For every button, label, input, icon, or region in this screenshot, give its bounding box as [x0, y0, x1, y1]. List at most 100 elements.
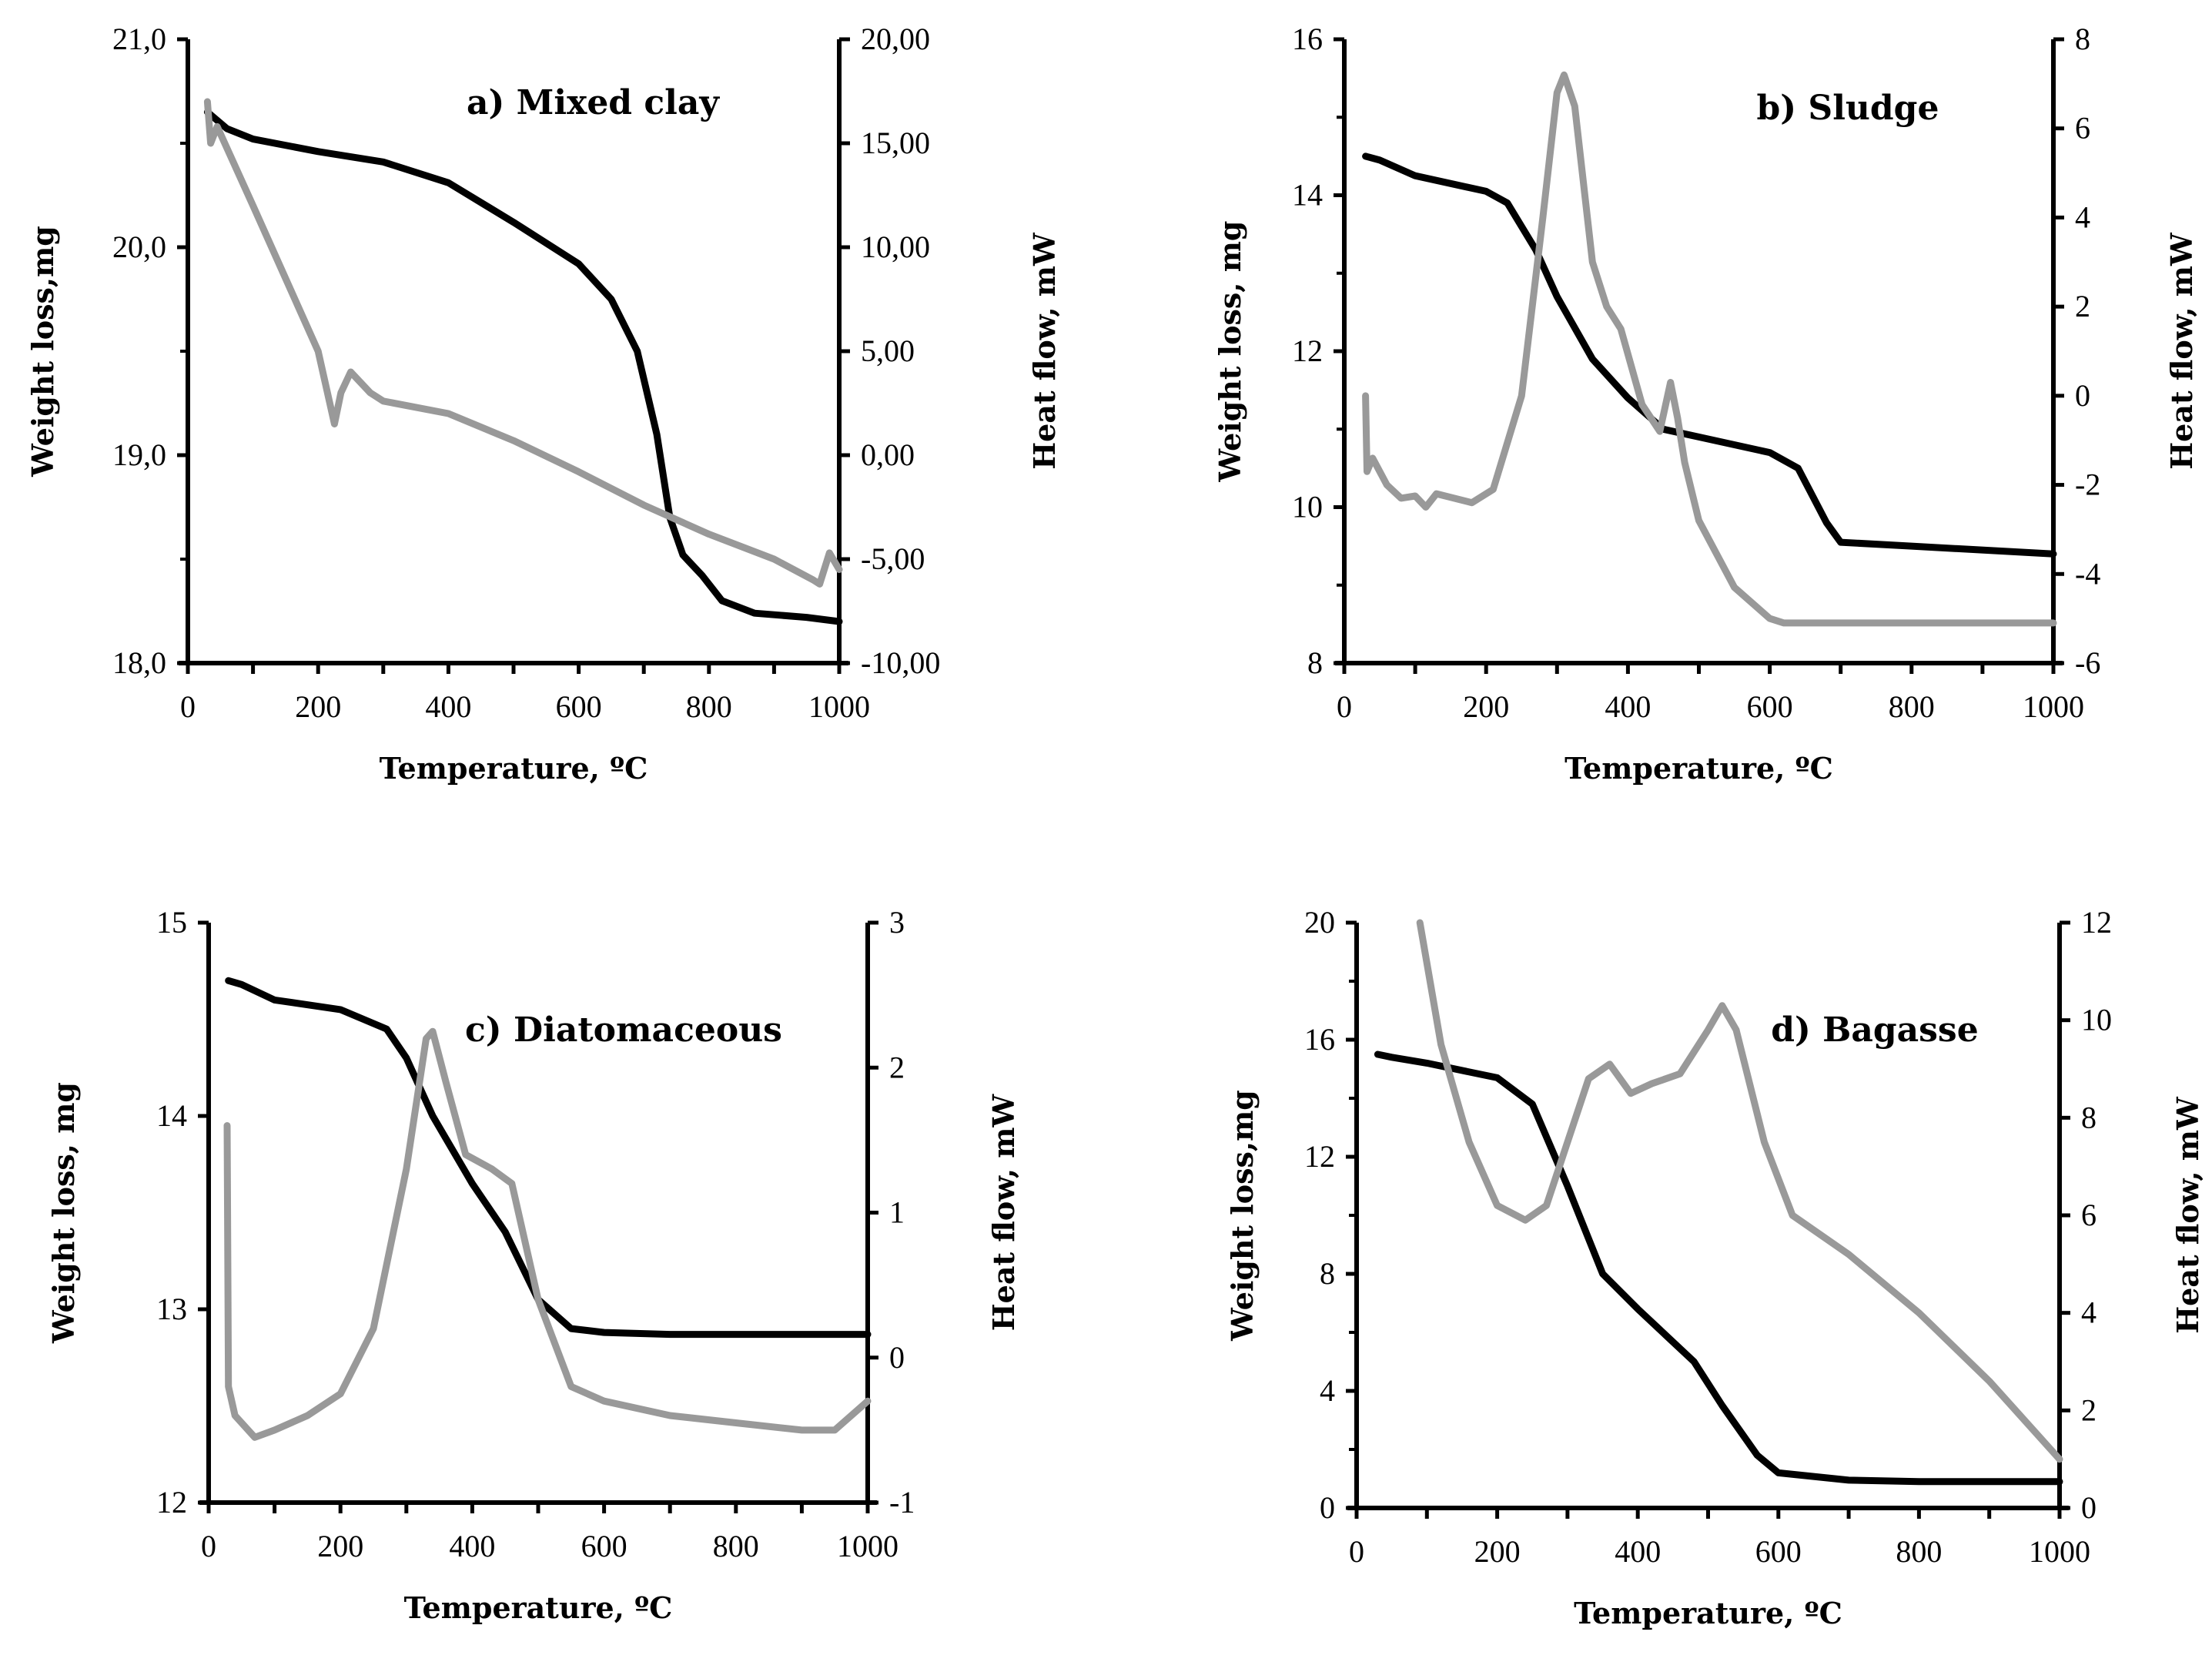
y2-tick-label: -1 — [889, 1485, 915, 1520]
y2-tick-label: 6 — [2081, 1198, 2097, 1232]
y2-tick-label: 1 — [889, 1195, 905, 1230]
y2-tick-label: 8 — [2081, 1100, 2097, 1134]
y-tick-label: 13 — [156, 1292, 187, 1326]
y-tick-label: 8 — [1320, 1256, 1335, 1291]
weight-loss-line — [1374, 1050, 2063, 1486]
heat-flow-line — [223, 1027, 872, 1441]
y-axis-label: Weight loss, mg — [1213, 221, 1247, 483]
x-tick-label: 400 — [425, 689, 471, 724]
y2-tick-label: 4 — [2075, 199, 2090, 234]
x-tick-label: 800 — [1896, 1534, 1942, 1569]
x-axis-label: Temperature, ºC — [404, 1590, 673, 1625]
x-tick-label: 400 — [1605, 689, 1651, 724]
y2-axis-label: Heat flow, mW — [2170, 1096, 2205, 1334]
x-tick-label: 1000 — [2023, 689, 2084, 724]
x-tick-label: 400 — [1615, 1534, 1661, 1569]
y2-tick-label: 0 — [2081, 1490, 2097, 1525]
heat-flow-line — [203, 98, 843, 588]
heat-flow-line — [1416, 919, 2063, 1463]
y-tick-label: 14 — [156, 1098, 187, 1133]
y2-tick-label: 3 — [889, 905, 905, 940]
y2-tick-label: -10,00 — [861, 645, 940, 680]
y2-tick-label: 8 — [2075, 22, 2090, 56]
x-tick-label: 0 — [201, 1529, 216, 1563]
x-tick-label: 200 — [1474, 1534, 1521, 1569]
y2-tick-label: 5,00 — [861, 333, 915, 368]
y-tick-label: 12 — [156, 1485, 187, 1520]
x-tick-label: 1000 — [2029, 1534, 2090, 1569]
y2-tick-label: 10 — [2081, 1003, 2112, 1037]
y2-tick-label: 2 — [2081, 1392, 2097, 1427]
y-tick-label: 15 — [156, 905, 187, 940]
x-tick-label: 1000 — [808, 689, 870, 724]
x-tick-label: 400 — [449, 1529, 495, 1563]
y-tick-label: 16 — [1304, 1022, 1335, 1057]
weight-loss-line — [203, 109, 843, 625]
y2-tick-label: 6 — [2075, 111, 2090, 146]
y2-tick-label: -2 — [2075, 467, 2100, 502]
x-tick-label: 600 — [1755, 1534, 1802, 1569]
y-tick-label: 10 — [1292, 490, 1323, 524]
y-tick-label: 8 — [1307, 645, 1323, 680]
y2-tick-label: 10,00 — [861, 230, 930, 264]
y-tick-label: 12 — [1304, 1139, 1335, 1174]
panel-title: d) Bagasse — [1771, 1010, 1978, 1050]
x-axis-label: Temperature, ºC — [1574, 1596, 1842, 1630]
y2-tick-label: 20,00 — [861, 22, 930, 56]
x-tick-label: 600 — [581, 1529, 627, 1563]
x-tick-label: 1000 — [837, 1529, 899, 1563]
panel-a: 0 200 400 600 800 1000 18,0 19,0 20,0 21,0 -10,00 -… — [25, 22, 1062, 786]
y2-tick-label: 4 — [2081, 1295, 2097, 1330]
x-tick-label: 0 — [1349, 1534, 1364, 1569]
x-tick-label: 600 — [556, 689, 602, 724]
x-tick-label: 800 — [713, 1529, 759, 1563]
panel-b: 0 200 400 600 800 1000 8 10 12 14 16 -6 -4 -2 0 2 4 6 8 Tem… — [1213, 22, 2199, 786]
y-axis-label: Weight loss, mg — [46, 1082, 81, 1344]
y2-axis-label: Heat flow, mW — [2164, 232, 2199, 470]
y-tick-label: 12 — [1292, 333, 1323, 368]
y2-tick-label: 12 — [2081, 905, 2112, 940]
x-tick-label: 800 — [1889, 689, 1935, 724]
y-tick-label: 0 — [1320, 1490, 1335, 1525]
x-tick-label: 200 — [317, 1529, 363, 1563]
y-tick-label: 14 — [1292, 178, 1323, 213]
y2-axis-label: Heat flow, mW — [986, 1093, 1021, 1331]
y2-tick-label: -6 — [2075, 645, 2100, 680]
y2-tick-label: 15,00 — [861, 126, 930, 160]
weight-loss-line — [225, 977, 872, 1339]
x-tick-label: 800 — [686, 689, 732, 724]
panel-d: 0 200 400 600 800 1000048121620024681012Tempe… — [1225, 905, 2205, 1630]
y-tick-label: 20,0 — [112, 230, 166, 264]
panel-title: c) Diatomaceous — [465, 1010, 782, 1050]
y2-tick-label: 2 — [889, 1050, 905, 1084]
y2-tick-label: 0,00 — [861, 437, 915, 472]
x-tick-label: 0 — [180, 689, 196, 724]
x-tick-label: 600 — [1747, 689, 1793, 724]
y2-tick-label: 0 — [889, 1340, 905, 1375]
y-axis-label: Weight loss,mg — [1225, 1090, 1260, 1342]
panel-c: 0 200 400 600 800 100012131415-10123Temperatu… — [46, 905, 1021, 1625]
x-axis-label: Temperature, ºC — [380, 751, 648, 786]
y2-tick-label: -4 — [2075, 556, 2100, 591]
y-tick-label: 4 — [1320, 1373, 1335, 1408]
x-axis-label: Temperature, ºC — [1564, 751, 1833, 786]
y-tick-label: 20 — [1304, 905, 1335, 940]
y-tick-label: 16 — [1292, 22, 1323, 56]
weight-loss-line — [1362, 152, 2057, 558]
y2-axis-label: Heat flow, mW — [1027, 232, 1062, 470]
y2-tick-label: 2 — [2075, 289, 2090, 323]
panel-title: a) Mixed clay — [467, 83, 720, 122]
y-axis-label: Weight loss,mg — [25, 226, 60, 477]
y-tick-label: 21,0 — [112, 22, 166, 56]
x-tick-label: 200 — [1463, 689, 1509, 724]
y2-tick-label: -5,00 — [861, 541, 925, 576]
heat-flow-line — [1362, 71, 2057, 627]
x-tick-label: 0 — [1337, 689, 1352, 724]
y-tick-label: 19,0 — [112, 437, 166, 472]
panel-title: b) Sludge — [1757, 89, 1939, 128]
x-tick-label: 200 — [295, 689, 341, 724]
y2-tick-label: 0 — [2075, 378, 2090, 413]
y-tick-label: 18,0 — [112, 645, 166, 680]
